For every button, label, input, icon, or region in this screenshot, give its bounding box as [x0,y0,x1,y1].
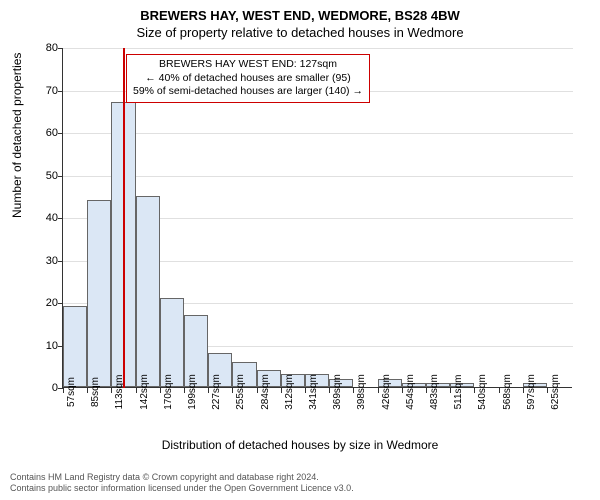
xtick-label: 312sqm [284,374,295,410]
xtick-mark [474,388,475,393]
chart-title-sub: Size of property relative to detached ho… [0,23,600,40]
ytick-label: 50 [28,170,58,182]
ytick-label: 20 [28,297,58,309]
xtick-mark [208,388,209,393]
footer-line1: Contains HM Land Registry data © Crown c… [10,472,354,483]
xtick-mark [184,388,185,393]
xtick-mark [111,388,112,393]
gridline [63,133,573,134]
ytick-mark [58,261,63,262]
xtick-mark [402,388,403,393]
xtick-mark [547,388,548,393]
ytick-label: 80 [28,42,58,54]
xtick-label: 426sqm [381,374,392,410]
ytick-mark [58,218,63,219]
xtick-mark [450,388,451,393]
xtick-label: 398sqm [356,374,367,410]
xtick-label: 625sqm [550,374,561,410]
xtick-mark [305,388,306,393]
xtick-mark [136,388,137,393]
histogram-bar [136,196,160,387]
ytick-label: 0 [28,382,58,394]
xtick-label: 568sqm [502,374,513,410]
xtick-label: 341sqm [308,374,319,410]
y-axis-label: Number of detached properties [10,53,24,218]
xtick-label: 170sqm [163,374,174,410]
xtick-label: 483sqm [429,374,440,410]
chart-container: BREWERS HAY, WEST END, WEDMORE, BS28 4BW… [0,0,600,500]
xtick-mark [523,388,524,393]
ytick-label: 30 [28,255,58,267]
ytick-label: 40 [28,212,58,224]
x-axis-label: Distribution of detached houses by size … [0,438,600,452]
ytick-mark [58,303,63,304]
ytick-label: 70 [28,85,58,97]
xtick-label: 284sqm [260,374,271,410]
xtick-mark [87,388,88,393]
xtick-label: 255sqm [235,374,246,410]
footer-attribution: Contains HM Land Registry data © Crown c… [10,472,354,494]
annotation-line2: ← 40% of detached houses are smaller (95… [133,72,363,86]
xtick-label: 227sqm [211,374,222,410]
ytick-label: 10 [28,340,58,352]
xtick-mark [160,388,161,393]
marker-line [123,48,125,388]
xtick-label: 142sqm [139,374,150,410]
xtick-mark [232,388,233,393]
xtick-mark [426,388,427,393]
gridline [63,176,573,177]
xtick-label: 199sqm [187,374,198,410]
xtick-label: 369sqm [332,374,343,410]
xtick-mark [499,388,500,393]
annotation-line3: 59% of semi-detached houses are larger (… [133,85,363,99]
xtick-mark [281,388,282,393]
xtick-label: 540sqm [477,374,488,410]
xtick-mark [257,388,258,393]
ytick-label: 60 [28,127,58,139]
ytick-mark [58,91,63,92]
ytick-mark [58,176,63,177]
ytick-mark [58,133,63,134]
xtick-label: 597sqm [526,374,537,410]
ytick-mark [58,48,63,49]
xtick-mark [329,388,330,393]
xtick-mark [378,388,379,393]
xtick-label: 454sqm [405,374,416,410]
xtick-mark [63,388,64,393]
annotation-box: BREWERS HAY WEST END: 127sqm ← 40% of de… [126,54,370,103]
footer-line2: Contains public sector information licen… [10,483,354,494]
xtick-label: 511sqm [453,375,464,410]
xtick-mark [353,388,354,393]
xtick-label: 57sqm [66,377,77,407]
histogram-bar [87,200,111,387]
gridline [63,48,573,49]
histogram-bar [63,306,87,387]
xtick-label: 85sqm [90,377,101,407]
annotation-line1: BREWERS HAY WEST END: 127sqm [133,58,363,72]
chart-area: 0102030405060708057sqm85sqm113sqm142sqm1… [62,48,572,388]
chart-title-main: BREWERS HAY, WEST END, WEDMORE, BS28 4BW [0,0,600,23]
